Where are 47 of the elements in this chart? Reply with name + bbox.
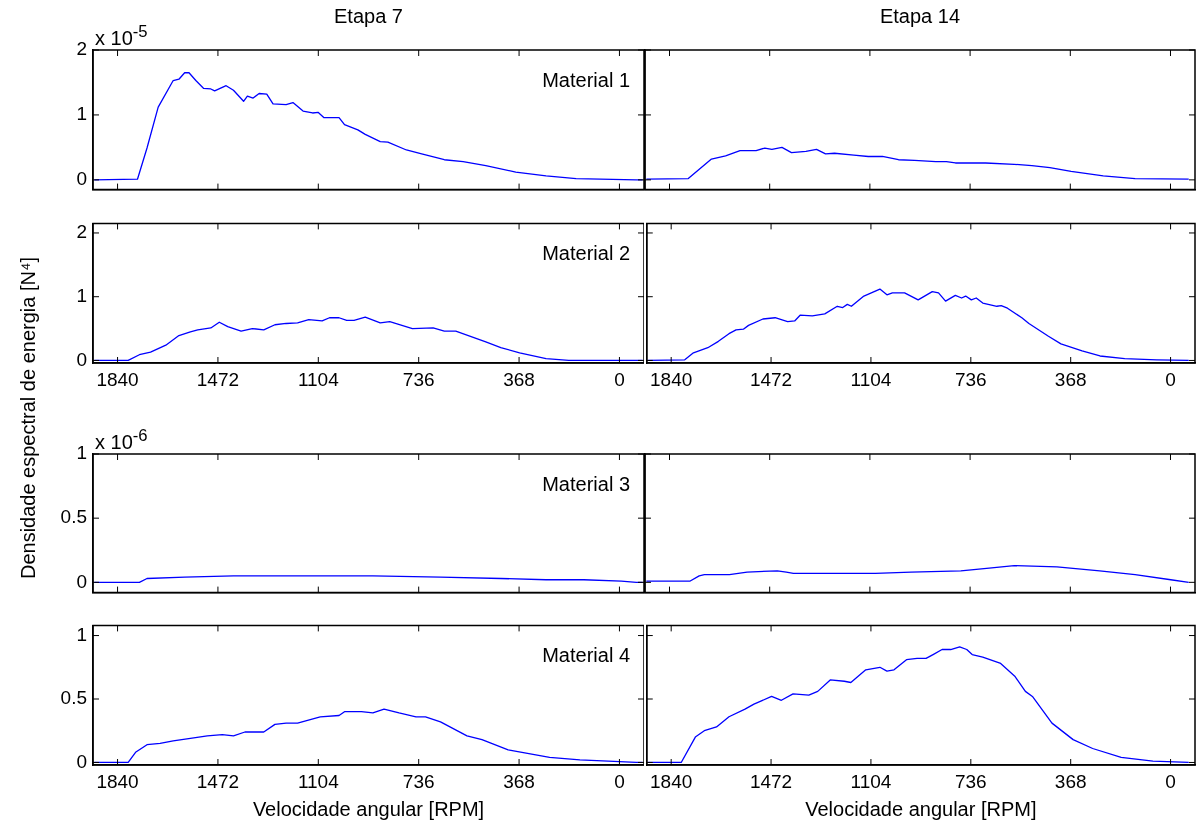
x-tick-label: 1472 — [196, 368, 240, 390]
x-tick-label: 736 — [402, 368, 435, 390]
x-tick-label: 368 — [503, 770, 535, 792]
chart-title: Etapa 14 — [878, 5, 962, 27]
annotation: Material 4 — [542, 644, 630, 667]
chart-title: Etapa 7 — [334, 5, 403, 27]
y-tick-label: 2 — [76, 221, 87, 243]
x-tick-label: 0 — [1165, 770, 1176, 792]
text: x 10$^{-5}$ — [95, 22, 148, 49]
x-tick-label: 736 — [402, 770, 435, 792]
x-tick-label: 1104 — [297, 770, 340, 792]
y-tick-label: 1 — [76, 284, 87, 306]
y-tick-label: 0 — [76, 348, 87, 370]
annotation: Material 1 — [542, 69, 630, 91]
y-tick-label: 0 — [76, 570, 87, 592]
x-tick-label: 1472 — [196, 770, 240, 792]
x-tick-label: 0 — [614, 368, 625, 390]
annotation: Material 3 — [542, 473, 630, 495]
annotation: Material 2 — [542, 242, 630, 265]
text: x 10$^{-6}$ — [95, 426, 148, 453]
y-tick-label: 0.5 — [60, 687, 87, 709]
x-tick-label: 1104 — [297, 368, 340, 390]
x-tick-label: 1840 — [650, 368, 693, 390]
y-tick-label: 1 — [76, 442, 87, 464]
x-tick-label: 0 — [614, 770, 625, 792]
x-tick-label: 368 — [503, 368, 535, 390]
y-axis-title: Densidade espectral de energia [N⁴] — [17, 256, 39, 579]
y-tick-label: 2 — [76, 38, 87, 60]
x-tick-label: 1104 — [850, 770, 892, 792]
x-tick-label: 1840 — [96, 770, 139, 792]
x-tick-label: 1840 — [96, 368, 139, 390]
y-tick-label: 0 — [76, 168, 87, 190]
x-tick-label: 1840 — [650, 770, 693, 792]
y-tick-label: 0.5 — [60, 506, 87, 528]
x-tick-label: 368 — [1054, 770, 1087, 792]
x-tick-label: 736 — [954, 770, 987, 792]
x-axis-title: Velocidade angular [RPM] — [804, 798, 1038, 820]
x-tick-label: 368 — [1054, 368, 1087, 390]
x-tick-label: 1472 — [749, 368, 793, 390]
x-tick-label: 1472 — [749, 770, 793, 792]
x-tick-label: 0 — [1165, 368, 1176, 390]
x-tick-label: 1104 — [850, 368, 892, 390]
y-tick-label: 0 — [76, 750, 87, 772]
x-tick-label: 736 — [954, 368, 987, 390]
y-tick-label: 1 — [76, 623, 87, 645]
y-tick-label: 1 — [76, 103, 87, 125]
x-axis-title: Velocidade angular [RPM] — [251, 798, 486, 820]
